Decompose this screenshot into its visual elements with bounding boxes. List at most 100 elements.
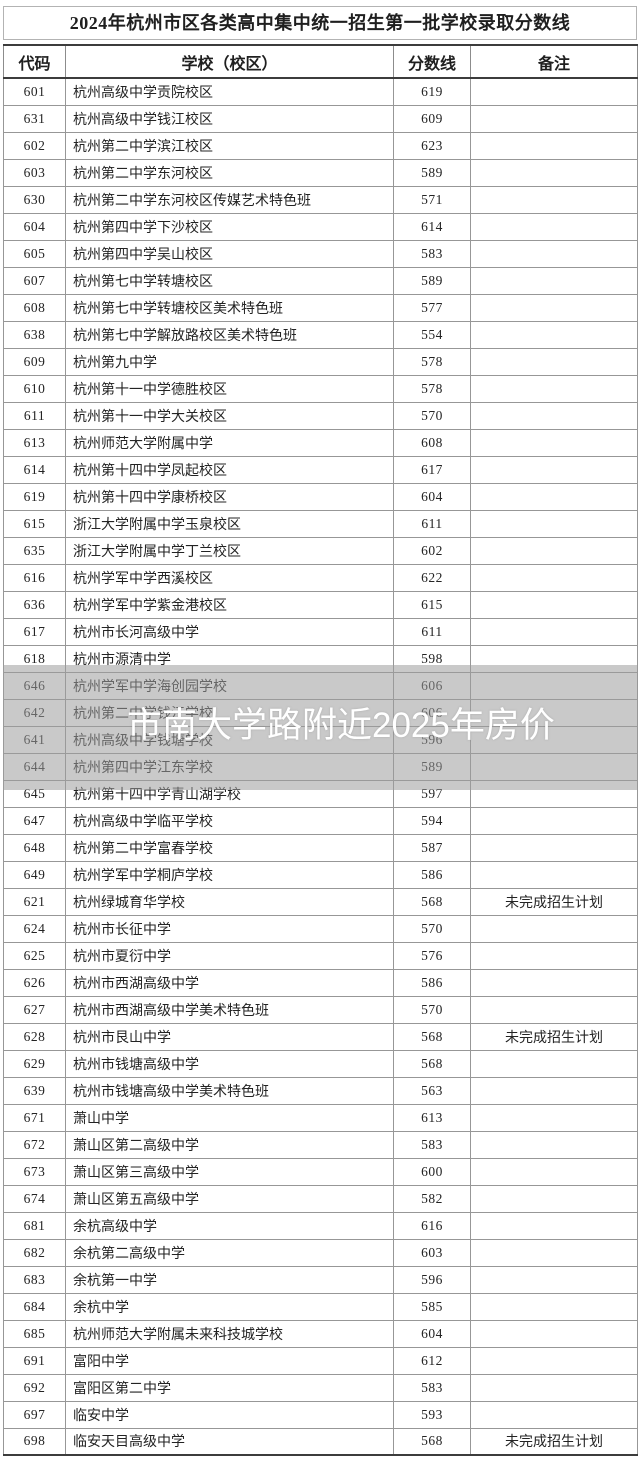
cell-school: 萧山区第五高级中学 [65,1184,394,1213]
cell-score: 614 [393,212,471,241]
cell-school: 浙江大学附属中学玉泉校区 [65,509,394,538]
cell-code: 602 [3,131,66,160]
cell-remark [470,563,638,592]
header-remark: 备注 [470,44,638,79]
cell-remark [470,374,638,403]
cell-remark [470,833,638,862]
cell-remark [470,1211,638,1240]
cell-code: 631 [3,104,66,133]
cell-code: 619 [3,482,66,511]
cell-school: 杭州第二中学东河校区 [65,158,394,187]
header-code: 代码 [3,44,66,79]
cell-remark [470,1346,638,1375]
cell-score: 602 [393,536,471,565]
table-row: 644 杭州第四中学江东学校 589 [3,752,638,781]
table-row: 618 杭州市源清中学 598 [3,644,638,673]
cell-score: 603 [393,1238,471,1267]
table-row: 601 杭州高级中学贡院校区 619 [3,77,638,106]
table-row: 616 杭州学军中学西溪校区 622 [3,563,638,592]
cell-code: 625 [3,941,66,970]
cell-score: 578 [393,347,471,376]
cell-school: 杭州第十一中学大关校区 [65,401,394,430]
cell-score: 608 [393,428,471,457]
table-row: 625 杭州市夏衍中学 576 [3,941,638,970]
cell-code: 636 [3,590,66,619]
cell-code: 617 [3,617,66,646]
table-row: 691 富阳中学 612 [3,1346,638,1375]
cell-school: 杭州高级中学贡院校区 [65,77,394,106]
cell-score: 589 [393,752,471,781]
cell-remark [470,185,638,214]
cell-code: 681 [3,1211,66,1240]
cell-code: 614 [3,455,66,484]
cell-school: 杭州第七中学转塘校区 [65,266,394,295]
cell-score: 612 [393,1346,471,1375]
table-row: 642 杭州第二中学钱江学校 606 [3,698,638,727]
cell-remark [470,1319,638,1348]
cell-school: 余杭高级中学 [65,1211,394,1240]
cell-score: 563 [393,1076,471,1105]
table-row: 613 杭州师范大学附属中学 608 [3,428,638,457]
cell-school: 杭州市源清中学 [65,644,394,673]
table-row: 610 杭州第十一中学德胜校区 578 [3,374,638,403]
table-row: 604 杭州第四中学下沙校区 614 [3,212,638,241]
cell-school: 萧山区第二高级中学 [65,1130,394,1159]
cell-school: 杭州市夏衍中学 [65,941,394,970]
table-row: 697 临安中学 593 [3,1400,638,1429]
table-row: 627 杭州市西湖高级中学美术特色班 570 [3,995,638,1024]
cell-remark [470,644,638,673]
cell-score: 571 [393,185,471,214]
table-row: 681 余杭高级中学 616 [3,1211,638,1240]
cell-score: 609 [393,104,471,133]
table-row: 645 杭州第十四中学青山湖学校 597 [3,779,638,808]
cell-score: 596 [393,725,471,754]
cell-school: 萧山区第三高级中学 [65,1157,394,1186]
cell-remark [470,941,638,970]
cell-code: 613 [3,428,66,457]
cell-score: 622 [393,563,471,592]
table-row: 628 杭州市艮山中学 568 未完成招生计划 [3,1022,638,1051]
score-table: 代码 学校（校区） 分数线 备注 601 杭州高级中学贡院校区 619 631 … [3,44,638,1456]
cell-score: 586 [393,860,471,889]
cell-school: 杭州学军中学海创园学校 [65,671,394,700]
cell-school: 余杭第一中学 [65,1265,394,1294]
cell-school: 杭州第二中学富春学校 [65,833,394,862]
cell-school: 杭州第九中学 [65,347,394,376]
cell-score: 596 [393,1265,471,1294]
cell-remark [470,671,638,700]
table-row: 636 杭州学军中学紫金港校区 615 [3,590,638,619]
cell-score: 606 [393,671,471,700]
table-row: 672 萧山区第二高级中学 583 [3,1130,638,1159]
cell-remark [470,1400,638,1429]
page-title: 2024年杭州市区各类高中集中统一招生第一批学校录取分数线 [3,6,637,40]
cell-score: 570 [393,914,471,943]
header-score: 分数线 [393,44,471,79]
cell-remark [470,320,638,349]
cell-score: 578 [393,374,471,403]
table-row: 648 杭州第二中学富春学校 587 [3,833,638,862]
cell-school: 临安中学 [65,1400,394,1429]
cell-school: 浙江大学附属中学丁兰校区 [65,536,394,565]
cell-code: 671 [3,1103,66,1132]
cell-code: 673 [3,1157,66,1186]
cell-score: 582 [393,1184,471,1213]
cell-score: 589 [393,158,471,187]
cell-score: 606 [393,698,471,727]
table-row: 617 杭州市长河高级中学 611 [3,617,638,646]
cell-code: 607 [3,266,66,295]
cell-school: 杭州第二中学东河校区传媒艺术特色班 [65,185,394,214]
cell-remark [470,347,638,376]
cell-school: 杭州高级中学钱江校区 [65,104,394,133]
cell-remark [470,1184,638,1213]
cell-score: 576 [393,941,471,970]
table-row: 641 杭州高级中学钱塘学校 596 [3,725,638,754]
cell-code: 674 [3,1184,66,1213]
cell-score: 586 [393,968,471,997]
cell-score: 604 [393,1319,471,1348]
cell-code: 608 [3,293,66,322]
cell-school: 杭州学军中学桐庐学校 [65,860,394,889]
cell-code: 647 [3,806,66,835]
cell-school: 杭州第十四中学凤起校区 [65,455,394,484]
cell-code: 629 [3,1049,66,1078]
cell-school: 杭州市长征中学 [65,914,394,943]
